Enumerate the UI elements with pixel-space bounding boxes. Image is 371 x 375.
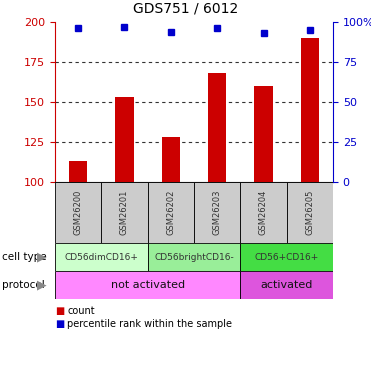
Bar: [55, 243, 148, 271]
Text: ■: ■: [55, 306, 64, 316]
Bar: [101, 182, 148, 243]
Bar: [287, 182, 333, 243]
Bar: [148, 182, 194, 243]
Text: GSM26204: GSM26204: [259, 190, 268, 235]
Text: activated: activated: [260, 280, 313, 290]
Text: GSM26202: GSM26202: [166, 190, 175, 235]
Text: protocol: protocol: [2, 280, 45, 290]
Bar: [55, 271, 240, 299]
Bar: [240, 243, 333, 271]
Bar: [194, 182, 240, 243]
Bar: [115, 97, 134, 182]
Text: ▶: ▶: [37, 251, 47, 264]
Text: ■: ■: [55, 319, 64, 329]
Bar: [240, 271, 333, 299]
Bar: [301, 38, 319, 182]
Bar: [208, 73, 226, 182]
Text: GSM26205: GSM26205: [305, 190, 314, 235]
Text: ▶: ▶: [37, 279, 47, 291]
Bar: [254, 86, 273, 182]
Text: GSM26201: GSM26201: [120, 190, 129, 235]
Bar: [55, 182, 101, 243]
Text: CD56brightCD16-: CD56brightCD16-: [154, 252, 234, 261]
Text: GDS751 / 6012: GDS751 / 6012: [133, 2, 238, 16]
Text: CD56dimCD16+: CD56dimCD16+: [65, 252, 138, 261]
Bar: [69, 161, 88, 182]
Bar: [161, 137, 180, 182]
Text: GSM26203: GSM26203: [213, 190, 221, 235]
Bar: [148, 243, 240, 271]
Text: cell type: cell type: [2, 252, 47, 262]
Text: CD56+CD16+: CD56+CD16+: [255, 252, 319, 261]
Text: percentile rank within the sample: percentile rank within the sample: [67, 319, 232, 329]
Text: count: count: [67, 306, 95, 316]
Text: not activated: not activated: [111, 280, 185, 290]
Bar: [240, 182, 287, 243]
Text: GSM26200: GSM26200: [74, 190, 83, 235]
